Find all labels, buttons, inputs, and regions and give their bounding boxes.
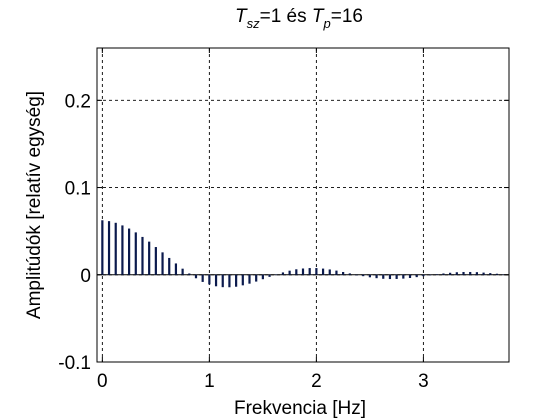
stem-bar: [228, 274, 231, 288]
chart-title: Tsz=1 és Tp=16: [235, 6, 363, 31]
stem-bar: [321, 268, 325, 275]
x-tick-label: 1: [204, 371, 215, 392]
stem-bar: [268, 274, 271, 277]
stem-bar: [408, 274, 412, 279]
stem-bar: [395, 274, 398, 279]
x-tick-label: 3: [418, 371, 429, 392]
stem-bar: [208, 274, 211, 285]
stem-bar: [107, 221, 111, 275]
stem-bar: [308, 268, 311, 275]
y-axis-ticks: -0.1 0 0.1 0.2: [58, 91, 509, 374]
stem-bar: [422, 274, 425, 277]
stem-bar: [462, 271, 465, 275]
stem-bar: [495, 273, 499, 275]
stem-bar: [315, 268, 318, 275]
stem-bars: [101, 220, 505, 288]
stem-bar: [214, 274, 218, 287]
stem-bar: [221, 274, 224, 288]
stem-bar: [435, 274, 438, 275]
stem-bar: [442, 273, 445, 275]
stem-bar: [355, 274, 358, 276]
stem-bar: [181, 268, 184, 275]
y-tick-label: 0.2: [65, 91, 91, 112]
stem-bar: [248, 274, 251, 284]
stem-bar: [114, 222, 117, 275]
stem-bar: [188, 273, 191, 275]
stem-bar: [255, 274, 258, 282]
stem-bar: [128, 228, 131, 275]
stem-bar: [388, 274, 392, 280]
stem-bar: [235, 274, 238, 287]
stem-bar: [342, 271, 345, 275]
stem-bar: [402, 274, 405, 279]
stem-bar: [469, 271, 472, 275]
stem-bar: [382, 274, 385, 279]
stem-bar: [328, 269, 331, 275]
x-axis-label: Frekvencia [Hz]: [234, 398, 366, 419]
stem-bar: [275, 274, 278, 276]
stem-bar: [475, 272, 478, 275]
stem-bar: [502, 274, 505, 276]
stem-bar: [288, 270, 291, 275]
y-tick-label: 0.1: [65, 179, 91, 200]
stem-bar: [482, 272, 485, 275]
stem-bar: [121, 225, 124, 275]
stem-bar: [101, 220, 104, 275]
stem-bar: [335, 270, 338, 275]
stem-bar: [241, 274, 244, 286]
y-tick-label: 0: [80, 266, 91, 287]
stem-bar: [194, 274, 198, 279]
stem-bar: [281, 272, 285, 275]
stem-bar: [415, 274, 418, 278]
stem-bar: [362, 274, 365, 277]
stem-bar: [148, 241, 151, 275]
stem-bar: [295, 269, 298, 275]
x-axis-ticks: 0 1 2 3: [97, 48, 429, 392]
stem-bar: [455, 272, 458, 275]
plot-frame: [96, 47, 510, 363]
stem-bar: [174, 263, 178, 275]
stem-bar: [301, 268, 305, 275]
stem-bar: [449, 272, 452, 275]
stem-bar: [368, 274, 371, 278]
stem-bar: [141, 236, 144, 275]
stem-bar: [348, 273, 351, 275]
stem-bar: [161, 252, 164, 275]
stem-bar: [261, 274, 264, 280]
stem-bar: [201, 274, 204, 282]
y-axis-label: Amplitúdók [relatív egység]: [24, 91, 45, 319]
stem-bar: [428, 274, 432, 276]
stem-bar: [168, 257, 171, 275]
x-tick-label: 0: [97, 371, 108, 392]
stem-bar: [134, 232, 137, 275]
x-tick-label: 2: [311, 371, 322, 392]
stem-bar: [154, 247, 157, 275]
stem-bar: [489, 273, 492, 275]
y-tick-label: -0.1: [58, 353, 91, 374]
stem-bar: [375, 274, 378, 279]
